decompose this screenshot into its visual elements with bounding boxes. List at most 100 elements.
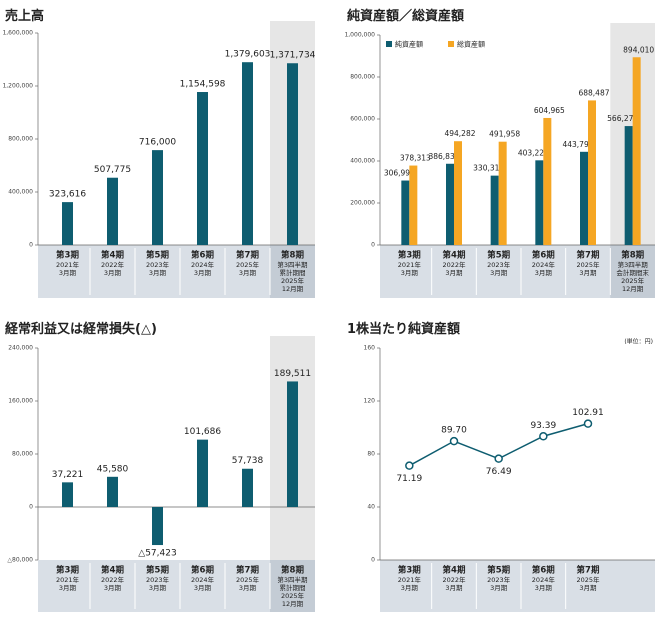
- x-tick-label: 2024年: [532, 260, 556, 269]
- x-tick-label: 会計期間末: [616, 268, 649, 277]
- x-tick-label: 累計期間: [280, 268, 306, 277]
- bar: [152, 150, 163, 245]
- value-label: 443,797: [562, 140, 593, 149]
- x-tick-label: 第7期: [236, 565, 259, 576]
- x-tick-label: 2023年: [146, 575, 170, 584]
- bar: [535, 160, 544, 245]
- value-label: 89.70: [441, 426, 467, 436]
- point: [449, 436, 459, 446]
- value-label: 378,313: [400, 154, 431, 163]
- x-tick-label: 第5期: [146, 565, 169, 576]
- value-label: 604,965: [534, 106, 565, 115]
- x-tick-label: 2021年: [398, 575, 422, 584]
- bar: [401, 180, 410, 245]
- y-tick-label: 400,000: [8, 189, 33, 196]
- bar: [580, 151, 588, 245]
- y-tick-label: 1,600,000: [2, 30, 33, 37]
- x-tick-label: 第5期: [487, 565, 510, 576]
- point: [539, 432, 548, 441]
- x-tick-label: 3月期: [149, 269, 167, 277]
- x-tick-label: 2022年: [101, 260, 125, 269]
- y-tick-label: 1,000,000: [344, 32, 375, 39]
- x-tick-label: 第3期: [56, 565, 79, 576]
- x-tick-label: 3月期: [239, 269, 257, 277]
- x-tick-label: 3月期: [445, 269, 463, 277]
- x-tick-label: 12月期: [282, 600, 304, 608]
- x-tick-label: 3月期: [104, 269, 122, 277]
- highlight-category: [610, 245, 655, 298]
- x-tick-label: 3月期: [490, 584, 508, 592]
- x-tick-label: 第7期: [236, 250, 259, 261]
- chart-title: 1株当たり純資産額: [347, 321, 460, 337]
- x-tick-label: 3月期: [194, 269, 212, 277]
- bar: [62, 482, 73, 507]
- highlight-category: [270, 245, 315, 298]
- bar: [242, 468, 253, 507]
- bar: [446, 163, 454, 245]
- value-label: △57,423: [138, 549, 176, 559]
- bar: [62, 202, 73, 245]
- x-tick-label: 2025年: [621, 276, 645, 285]
- bar: [152, 507, 163, 546]
- x-tick-label: 第4期: [101, 565, 124, 576]
- x-tick-label: 第3四半期: [618, 260, 649, 269]
- x-tick-label: 第4期: [101, 250, 124, 261]
- x-tick-label: 第7期: [577, 250, 600, 261]
- x-tick-label: 第6期: [191, 250, 214, 261]
- value-label: 101,686: [184, 427, 221, 437]
- bar: [588, 100, 596, 246]
- x-tick-label: 2025年: [236, 575, 260, 584]
- x-tick-label: 2024年: [191, 575, 215, 584]
- y-tick-label: 80: [367, 451, 375, 458]
- y-tick-label: 600,000: [350, 116, 375, 123]
- y-tick-label: 400,000: [350, 158, 375, 165]
- y-tick-label: 0: [371, 242, 375, 249]
- bar: [632, 57, 641, 245]
- x-tick-label: 第5期: [487, 250, 510, 261]
- x-tick-label: 2025年: [236, 260, 260, 269]
- bar: [624, 126, 633, 245]
- y-tick-label: 0: [29, 242, 33, 249]
- bar: [107, 476, 118, 507]
- bar: [197, 439, 208, 507]
- x-tick-label: 第8期: [281, 250, 304, 261]
- value-label: 102.91: [572, 408, 604, 418]
- point: [405, 461, 414, 470]
- x-tick-label: 3月期: [59, 584, 77, 592]
- category-area: [380, 560, 655, 612]
- x-tick-label: 3月期: [104, 584, 122, 592]
- y-tick-label: 240,000: [8, 345, 33, 352]
- value-label: 716,000: [139, 138, 176, 148]
- chart-title: 純資産額／総資産額: [347, 8, 464, 24]
- category-area: [38, 245, 315, 298]
- value-label: 688,487: [578, 88, 609, 97]
- x-tick-label: 第3四半期: [277, 260, 308, 269]
- y-tick-label: 800,000: [350, 74, 375, 81]
- y-tick-label: 120: [364, 398, 376, 405]
- bar: [543, 117, 552, 245]
- unit-label: (単位：円): [624, 338, 653, 346]
- legend-swatch: [386, 41, 392, 47]
- value-label: 323,616: [49, 190, 86, 200]
- value-label: 1,154,598: [180, 80, 226, 90]
- x-tick-label: 3月期: [149, 584, 167, 592]
- y-tick-label: 80,000: [12, 451, 33, 458]
- x-tick-label: 第4期: [443, 565, 466, 576]
- bar: [107, 177, 118, 245]
- x-tick-label: 3月期: [194, 584, 212, 592]
- chart-title: 経常利益又は経常損失(△): [5, 321, 157, 337]
- value-label: 93.39: [530, 421, 556, 431]
- x-tick-label: 第3期: [56, 250, 79, 261]
- x-tick-label: 第6期: [532, 565, 555, 576]
- value-label: 566,275: [607, 114, 638, 123]
- legend-swatch: [448, 41, 454, 47]
- x-tick-label: 第7期: [577, 565, 600, 576]
- category-area: [380, 245, 655, 298]
- value-label: 494,282: [444, 129, 475, 138]
- y-tick-label: 160: [364, 345, 376, 352]
- bar: [498, 141, 507, 245]
- x-tick-label: 2025年: [576, 260, 600, 269]
- y-tick-label: 0: [29, 504, 33, 511]
- x-tick-label: 3月期: [445, 584, 463, 592]
- bar: [490, 175, 499, 245]
